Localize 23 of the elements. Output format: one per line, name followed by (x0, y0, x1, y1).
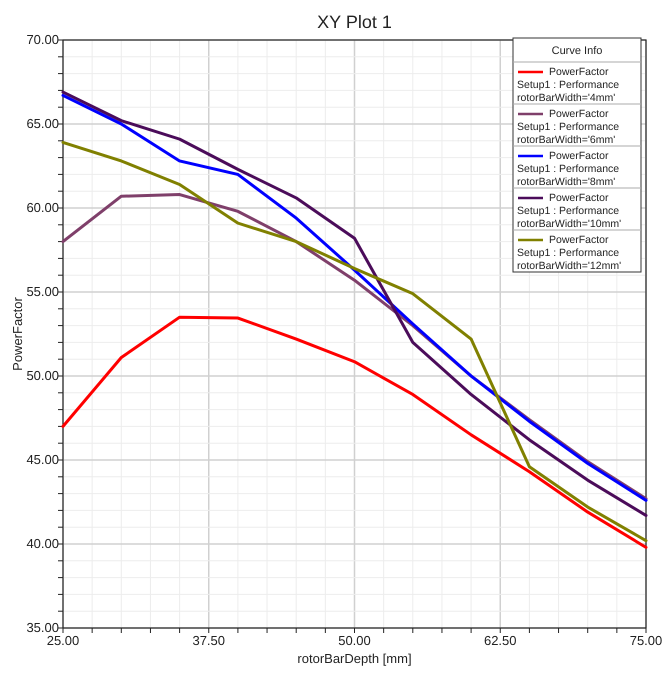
y-tick-label: 40.00 (26, 536, 59, 551)
legend-label: PowerFactor Setup1 : Performance rotorBarWidth='12mm' (517, 234, 622, 272)
y-tick-label: 35.00 (26, 620, 59, 635)
legend-label: PowerFactor Setup1 : Performance rotorBarWidth='4mm' (517, 66, 620, 104)
legend-title: Curve Info (552, 45, 602, 57)
x-tick-label: 75.00 (630, 633, 662, 648)
legend-label: PowerFactor Setup1 : Performance rotorBarWidth='6mm' (517, 108, 620, 146)
line-series (62, 316, 648, 549)
y-tick-label: 50.00 (26, 368, 59, 383)
chart-title: XY Plot 1 (317, 12, 392, 32)
y-tick-label: 45.00 (26, 452, 59, 467)
y-tick-label: 65.00 (26, 116, 59, 131)
legend-label: PowerFactor Setup1 : Performance rotorBarWidth='10mm' (517, 192, 622, 230)
y-tick-label: 55.00 (26, 284, 59, 299)
x-tick-label: 62.50 (484, 633, 517, 648)
x-tick-label: 37.50 (192, 633, 226, 648)
x-tick-label: 50.00 (338, 633, 371, 648)
y-tick-label: 70.00 (26, 32, 59, 47)
x-axis-title: rotorBarDepth [mm] (297, 651, 412, 666)
y-tick-label: 60.00 (26, 200, 59, 215)
x-tick-label: 25.00 (46, 633, 80, 648)
legend-label: PowerFactor Setup1 : Performance rotorBarWidth='8mm' (517, 150, 620, 188)
y-axis-title: PowerFactor (10, 296, 25, 371)
